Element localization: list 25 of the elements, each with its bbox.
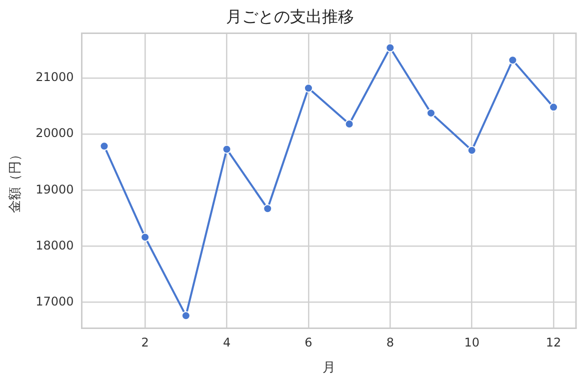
- x-tick-label: 4: [222, 335, 231, 350]
- chart-title: 月ごとの支出推移: [226, 6, 354, 26]
- point: [222, 144, 232, 154]
- point: [140, 232, 150, 242]
- y-tick-label: 18000: [36, 238, 74, 252]
- y-tick-label: 20000: [36, 126, 74, 140]
- y-tick-label: 19000: [36, 182, 74, 196]
- x-tick-label: 12: [546, 335, 562, 350]
- point: [508, 56, 518, 65]
- point: [181, 311, 190, 320]
- point: [100, 142, 109, 151]
- point: [386, 43, 395, 52]
- point: [344, 119, 354, 128]
- y-tick-label: 17000: [36, 294, 74, 308]
- y-tick-label: 21000: [36, 70, 74, 84]
- x-tick-label: 2: [141, 335, 149, 350]
- x-tick-label: 6: [304, 335, 312, 350]
- point: [263, 204, 272, 214]
- x-tick-label: 10: [464, 335, 480, 350]
- x-axis-title: 月: [322, 360, 336, 376]
- point: [426, 108, 436, 118]
- point: [467, 146, 476, 155]
- x-tick-label: 8: [386, 335, 394, 350]
- point: [304, 84, 313, 93]
- y-axis-title: 金額（円）: [8, 148, 24, 214]
